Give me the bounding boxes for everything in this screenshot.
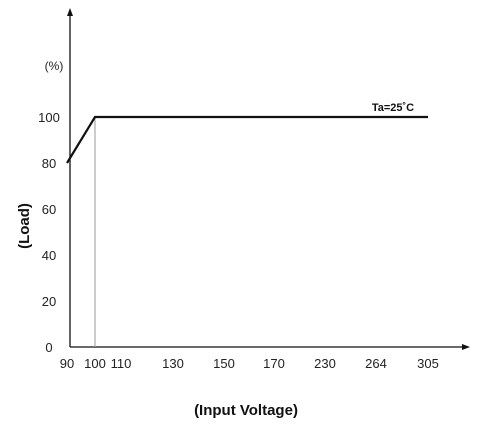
y-tick-label: 100 bbox=[38, 110, 60, 125]
load-curve bbox=[66, 115, 428, 164]
series-lines bbox=[66, 115, 428, 164]
y-tick-label: 80 bbox=[42, 156, 56, 171]
y-tick-label: 0 bbox=[45, 340, 52, 355]
y-axis-title: (Load) bbox=[16, 203, 33, 249]
x-axis-arrow bbox=[462, 344, 470, 350]
x-tick-label: 264 bbox=[365, 356, 387, 371]
unit-label: (%) bbox=[45, 59, 64, 73]
x-tick-label: 130 bbox=[162, 356, 184, 371]
x-tick-label: 90 bbox=[60, 356, 74, 371]
x-tick-label: 305 bbox=[417, 356, 439, 371]
y-tick-label: 20 bbox=[42, 294, 56, 309]
y-tick-label: 60 bbox=[42, 202, 56, 217]
y-tick-labels: 0 20 40 60 80 100 bbox=[38, 110, 60, 355]
y-axis-arrow bbox=[67, 8, 73, 16]
x-tick-label: 230 bbox=[314, 356, 336, 371]
x-tick-label: 100 bbox=[84, 356, 106, 371]
x-tick-label: 110 bbox=[111, 356, 132, 371]
x-tick-label: 150 bbox=[213, 356, 235, 371]
x-tick-labels: 90 100 110 130 150 170 230 264 305 bbox=[60, 356, 439, 371]
temperature-annotation: Ta=25˚C bbox=[372, 102, 414, 114]
x-axis-title: (Input Voltage) bbox=[194, 402, 298, 419]
x-tick-label: 170 bbox=[263, 356, 285, 371]
axes bbox=[67, 8, 470, 350]
y-tick-label: 40 bbox=[42, 248, 56, 263]
